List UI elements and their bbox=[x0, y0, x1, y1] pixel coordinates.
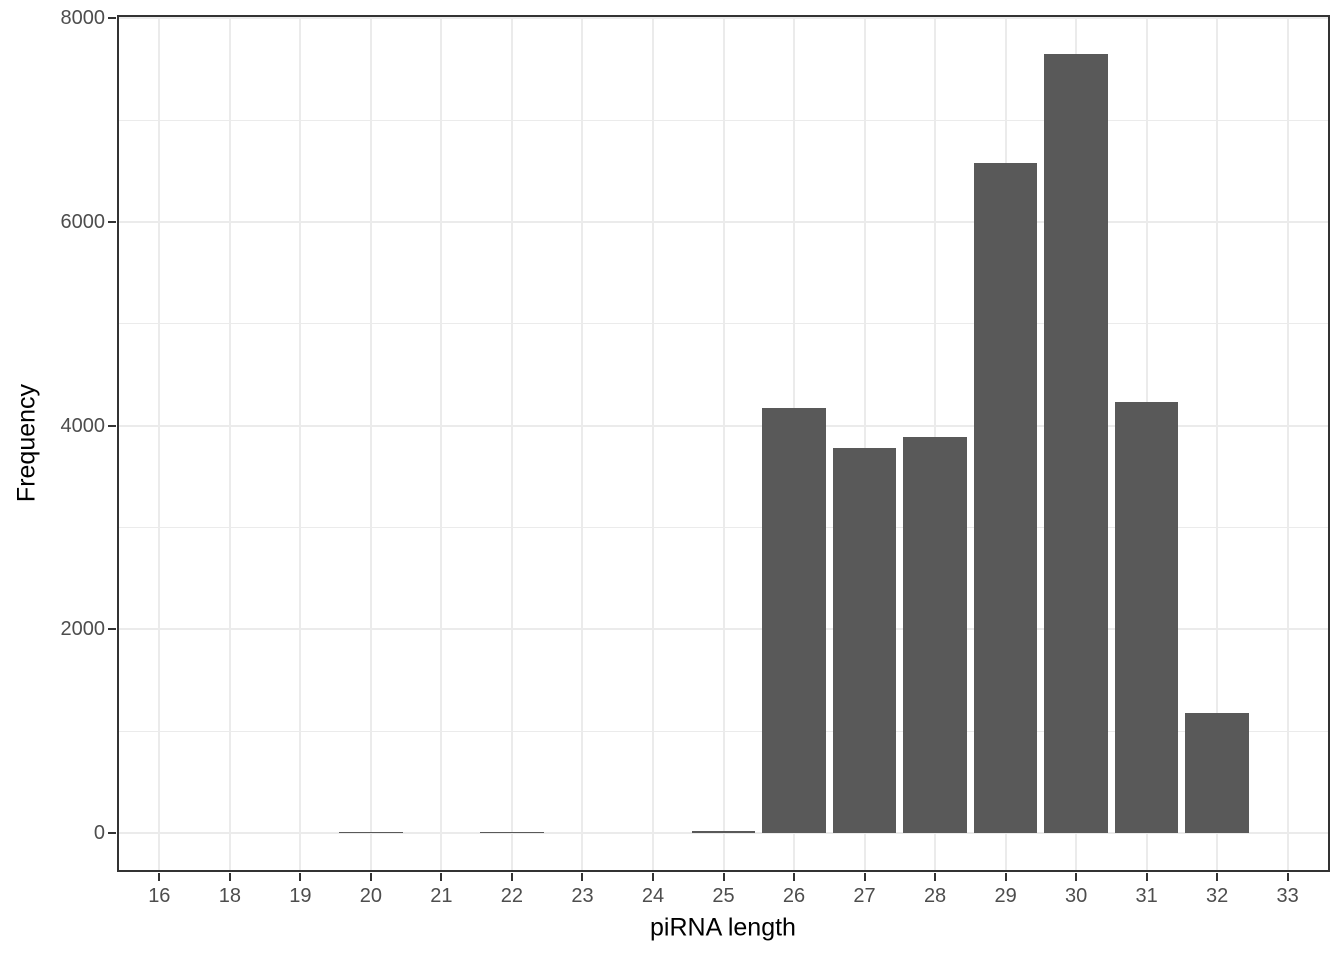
bar-25 bbox=[691, 831, 756, 834]
bar-31 bbox=[1114, 402, 1179, 834]
x-tick-mark-30 bbox=[1075, 873, 1078, 881]
bar-29 bbox=[973, 162, 1038, 834]
y-tick-mark-4000 bbox=[108, 424, 116, 427]
x-tick-label-30: 30 bbox=[1064, 885, 1088, 907]
gridline-major-x-16 bbox=[158, 15, 161, 872]
x-tick-mark-24 bbox=[651, 873, 654, 881]
x-tick-label-19: 19 bbox=[289, 885, 312, 907]
x-tick-label-28: 28 bbox=[923, 885, 947, 907]
x-tick-mark-20 bbox=[369, 873, 372, 881]
gridline-major-x-25 bbox=[722, 15, 725, 872]
bar-32 bbox=[1185, 712, 1249, 834]
x-tick-mark-33 bbox=[1286, 873, 1289, 881]
x-tick-label-23: 23 bbox=[571, 885, 594, 907]
x-tick-mark-27 bbox=[863, 873, 866, 881]
x-tick-label-16: 16 bbox=[148, 885, 171, 907]
y-tick-mark-2000 bbox=[108, 628, 116, 631]
bar-30 bbox=[1044, 53, 1108, 834]
y-tick-label-8000: 8000 bbox=[60, 7, 106, 30]
y-tick-mark-6000 bbox=[108, 220, 116, 223]
x-tick-label-29: 29 bbox=[994, 885, 1017, 907]
gridline-major-x-22 bbox=[510, 15, 513, 872]
gridline-major-x-21 bbox=[440, 15, 443, 872]
x-tick-mark-19 bbox=[299, 873, 302, 881]
x-tick-mark-32 bbox=[1216, 873, 1219, 881]
x-tick-mark-16 bbox=[158, 873, 161, 881]
gridline-major-x-24 bbox=[651, 15, 654, 872]
gridline-major-x-18 bbox=[228, 15, 231, 872]
gridline-major-x-23 bbox=[581, 15, 584, 872]
x-tick-label-24: 24 bbox=[641, 885, 665, 907]
x-tick-mark-21 bbox=[440, 873, 443, 881]
gridline-major-x-32 bbox=[1216, 15, 1219, 872]
gridline-major-x-27 bbox=[863, 15, 866, 872]
y-tick-mark-8000 bbox=[108, 17, 116, 20]
x-tick-label-20: 20 bbox=[359, 885, 382, 907]
x-tick-label-31: 31 bbox=[1135, 885, 1158, 907]
bar-28 bbox=[903, 436, 967, 834]
y-tick-label-4000: 4000 bbox=[60, 414, 106, 437]
plot-panel bbox=[117, 15, 1330, 872]
bar-22 bbox=[480, 831, 544, 834]
x-tick-mark-25 bbox=[722, 873, 725, 881]
gridline-major-x-19 bbox=[299, 15, 302, 872]
x-tick-label-21: 21 bbox=[430, 885, 453, 907]
x-tick-label-18: 18 bbox=[218, 885, 241, 907]
y-tick-label-0: 0 bbox=[93, 822, 105, 845]
bar-20 bbox=[339, 831, 403, 834]
x-tick-mark-28 bbox=[934, 873, 937, 881]
x-tick-mark-29 bbox=[1004, 873, 1007, 881]
x-tick-mark-23 bbox=[581, 873, 584, 881]
x-tick-label-22: 22 bbox=[500, 885, 524, 907]
bar-26 bbox=[762, 408, 826, 834]
y-axis-title: Frequency bbox=[12, 383, 41, 503]
x-axis-title: piRNA length bbox=[650, 913, 796, 942]
gridline-major-x-33 bbox=[1286, 15, 1289, 872]
x-tick-label-33: 33 bbox=[1276, 885, 1299, 907]
x-tick-mark-22 bbox=[510, 873, 513, 881]
x-tick-mark-18 bbox=[228, 873, 231, 881]
gridline-major-x-20 bbox=[369, 15, 372, 872]
x-tick-label-32: 32 bbox=[1206, 885, 1229, 907]
x-tick-mark-26 bbox=[793, 873, 796, 881]
x-tick-label-25: 25 bbox=[712, 885, 735, 907]
x-tick-label-27: 27 bbox=[853, 885, 876, 907]
x-tick-label-26: 26 bbox=[782, 885, 806, 907]
y-tick-label-6000: 6000 bbox=[60, 210, 106, 233]
bar-27 bbox=[832, 448, 897, 834]
y-tick-label-2000: 2000 bbox=[60, 618, 106, 641]
y-tick-mark-0 bbox=[108, 832, 116, 835]
x-tick-mark-31 bbox=[1145, 873, 1148, 881]
